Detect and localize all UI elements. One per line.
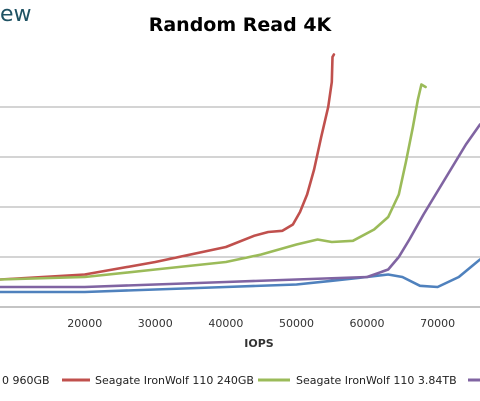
series-line-2 (0, 83, 427, 281)
series-line-3 (0, 123, 480, 289)
x-tick-label-2: 40000 (208, 317, 243, 330)
x-axis-label: IOPS (244, 337, 274, 350)
x-tick-label-0: 20000 (67, 317, 102, 330)
x-tick-label-3: 50000 (279, 317, 314, 330)
legend: 0 960GB Seagate IronWolf 110 240GB Seagate… (2, 374, 480, 387)
x-tick-label-5: 70000 (420, 317, 455, 330)
legend-label-0: 0 960GB (2, 374, 50, 387)
series-lines (0, 53, 480, 294)
series-line-1 (0, 53, 336, 281)
logo-text: ew (0, 2, 32, 27)
chart-title: Random Read 4K (148, 14, 332, 36)
gridlines (0, 106, 480, 258)
x-tick-label-1: 30000 (138, 317, 173, 330)
legend-label-1: Seagate IronWolf 110 240GB (95, 374, 254, 387)
x-tick-labels: 20000 30000 40000 50000 60000 70000 (67, 317, 455, 330)
legend-label-2: Seagate IronWolf 110 3.84TB (296, 374, 457, 387)
x-tick-label-4: 60000 (350, 317, 385, 330)
